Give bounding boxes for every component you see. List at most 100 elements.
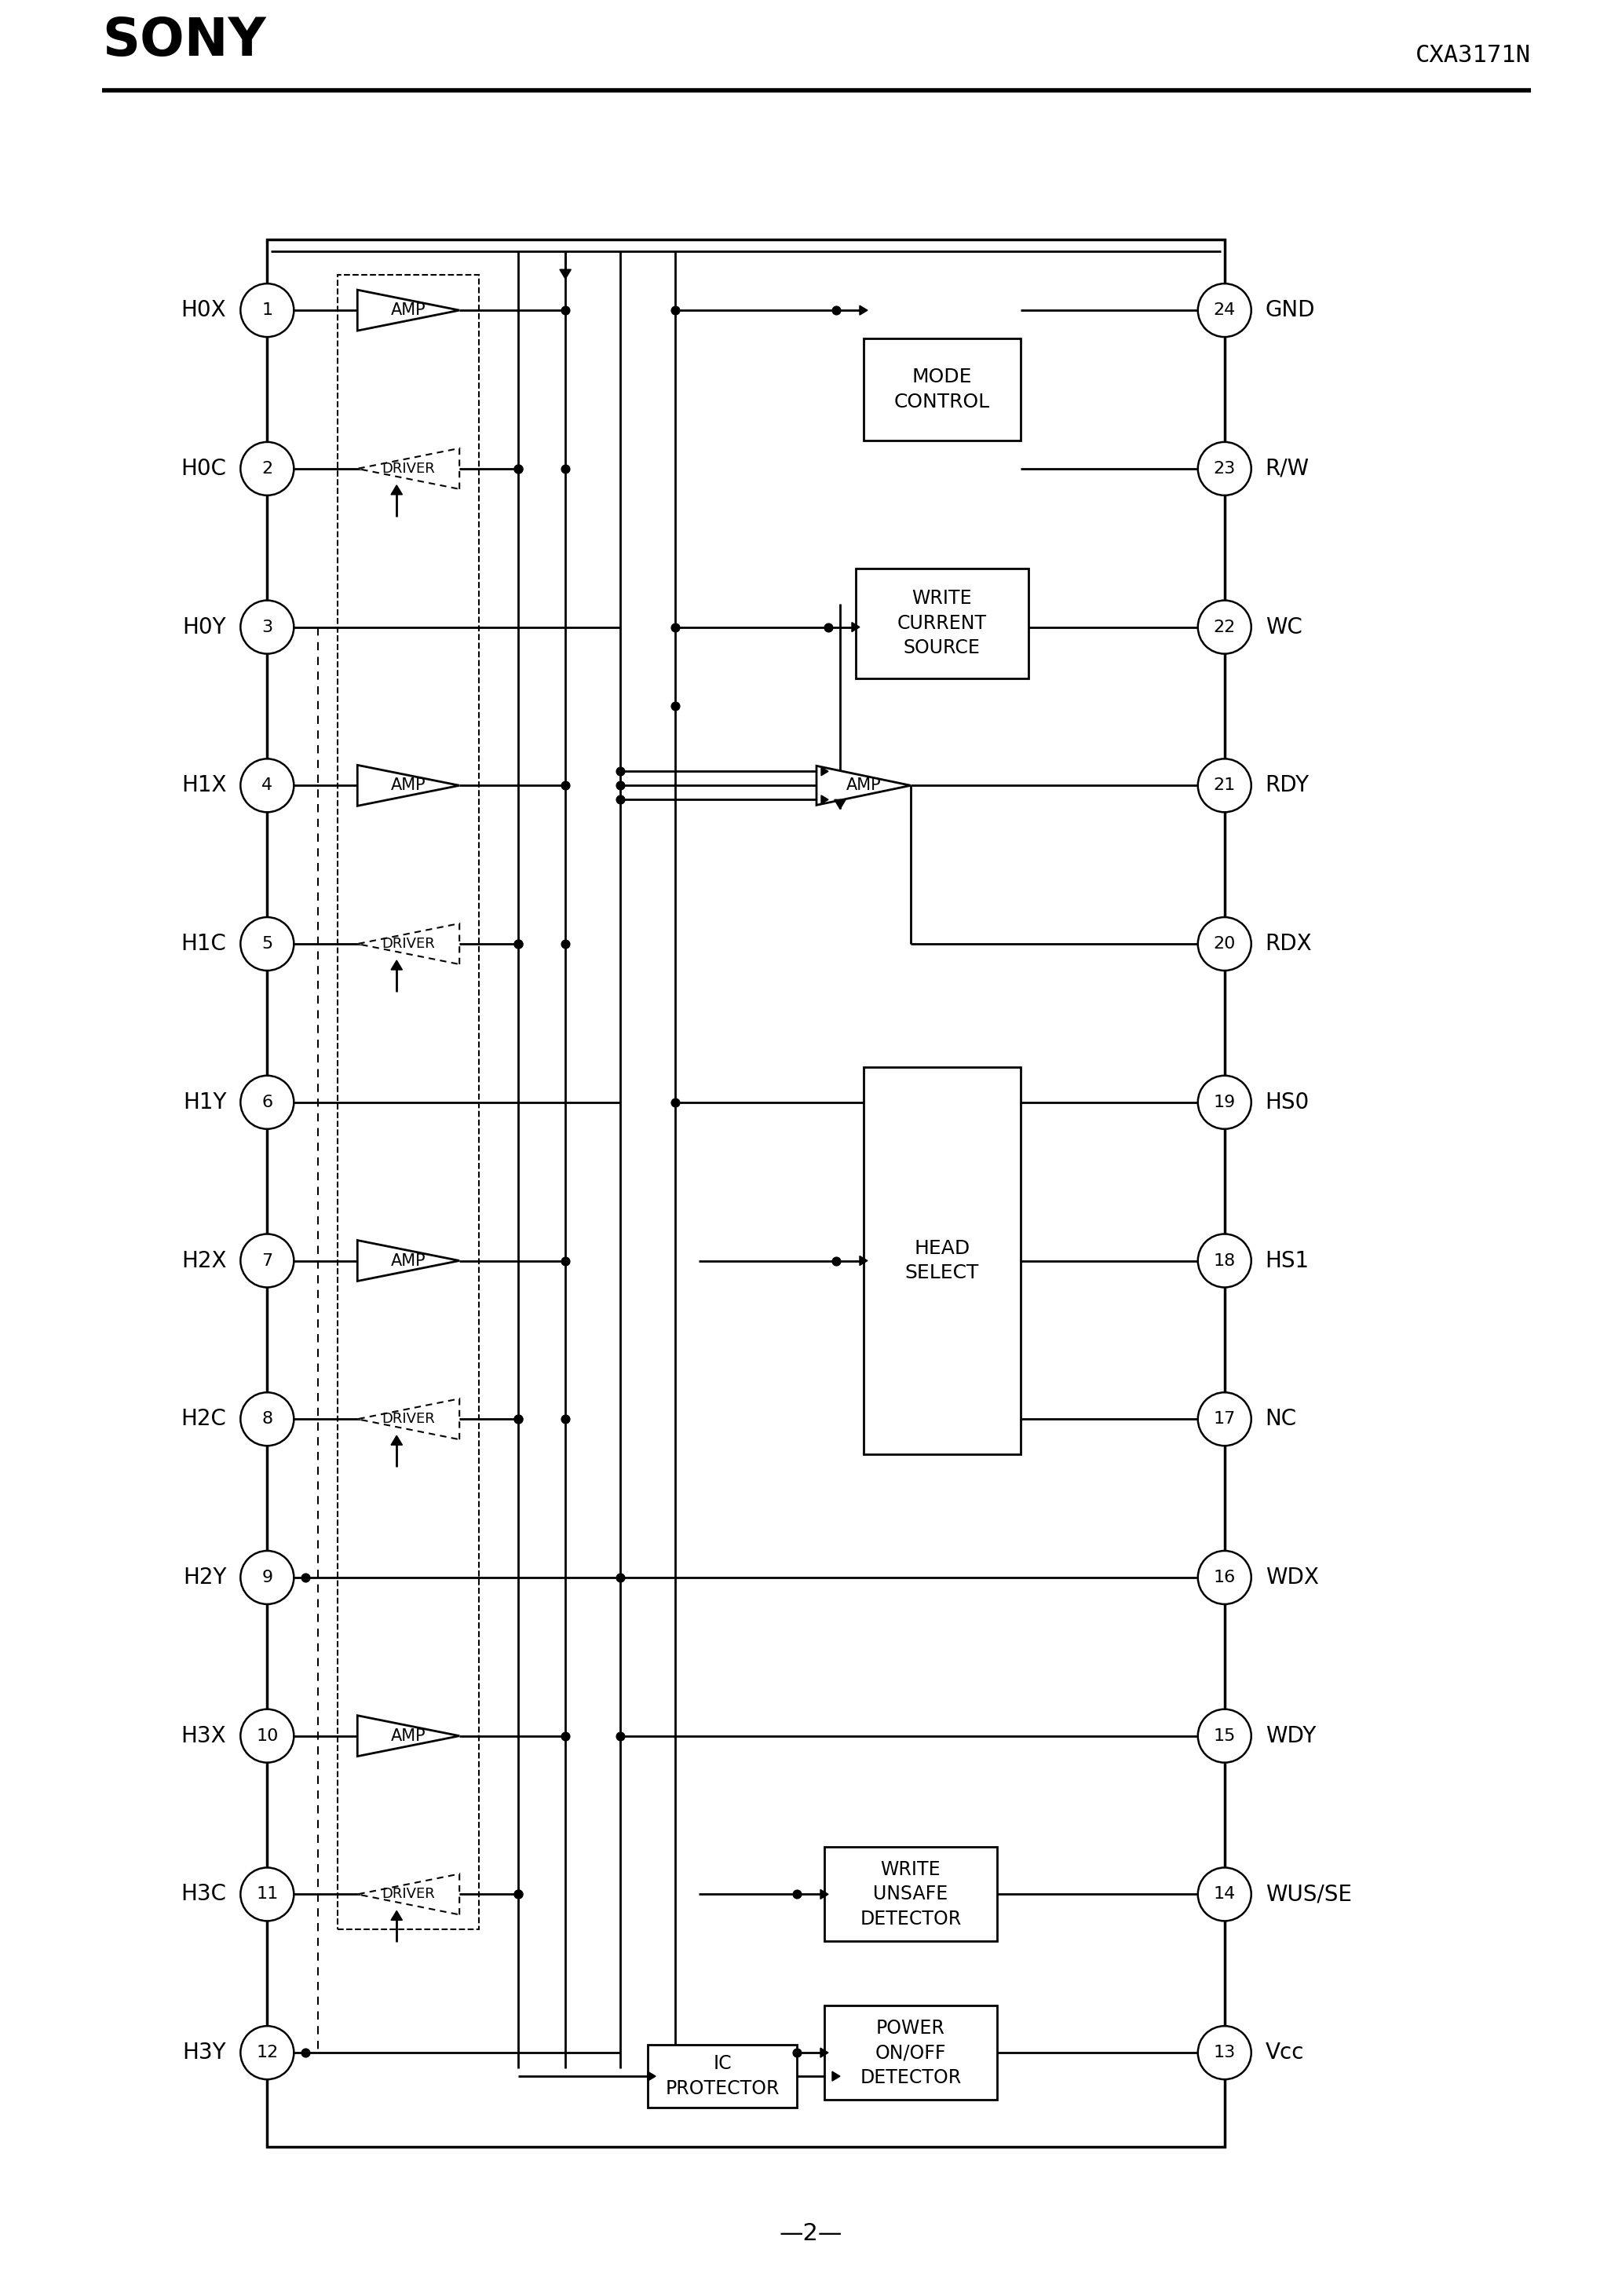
Text: 21: 21 (1213, 778, 1236, 794)
Text: 13: 13 (1213, 2046, 1236, 2060)
Circle shape (1199, 1075, 1251, 1130)
Text: 6: 6 (261, 1095, 272, 1111)
Circle shape (240, 1391, 294, 1446)
Bar (337, 276, 478, 1929)
Text: DRIVER: DRIVER (381, 1887, 435, 1901)
Point (783, 2034, 809, 2071)
Text: 14: 14 (1213, 1887, 1236, 1901)
Circle shape (240, 2025, 294, 2080)
Text: DRIVER: DRIVER (381, 937, 435, 951)
Text: 16: 16 (1213, 1570, 1236, 1584)
Text: H3X: H3X (182, 1724, 227, 1747)
Text: AMP: AMP (391, 1729, 427, 1743)
Text: 8: 8 (261, 1412, 272, 1426)
Circle shape (1199, 1391, 1251, 1446)
Text: H2C: H2C (182, 1407, 227, 1430)
Text: WDY: WDY (1265, 1724, 1315, 1747)
Circle shape (1199, 2025, 1251, 2080)
Text: 1: 1 (261, 303, 272, 319)
Polygon shape (391, 960, 402, 969)
Polygon shape (391, 1910, 402, 1919)
Text: DRIVER: DRIVER (381, 461, 435, 475)
Text: 19: 19 (1213, 1095, 1236, 1111)
Circle shape (1199, 599, 1251, 654)
Circle shape (1199, 1708, 1251, 1763)
Point (553, 1717, 579, 1754)
Bar (647, 2046, 796, 2108)
Point (553, 450, 579, 487)
Polygon shape (357, 289, 459, 331)
Point (607, 753, 633, 790)
Text: AMP: AMP (391, 1254, 427, 1267)
Text: 18: 18 (1213, 1254, 1236, 1267)
Point (553, 925, 579, 962)
Text: H0X: H0X (182, 298, 227, 321)
Text: IC
PROTECTOR: IC PROTECTOR (665, 2055, 780, 2099)
Polygon shape (357, 1715, 459, 1756)
Polygon shape (860, 1256, 868, 1265)
Circle shape (240, 1867, 294, 1922)
Text: MODE
CONTROL: MODE CONTROL (894, 367, 989, 411)
Text: WRITE
UNSAFE
DETECTOR: WRITE UNSAFE DETECTOR (860, 1860, 962, 1929)
Point (292, 1559, 318, 1596)
Polygon shape (391, 1435, 402, 1444)
Point (553, 767, 579, 804)
Circle shape (240, 1550, 294, 1605)
Point (662, 608, 688, 645)
Bar (856, 567, 1028, 677)
Circle shape (240, 443, 294, 496)
Circle shape (1199, 443, 1251, 496)
Text: AMP: AMP (847, 778, 881, 794)
Text: 15: 15 (1213, 1729, 1236, 1743)
Point (662, 292, 688, 328)
Text: HS1: HS1 (1265, 1249, 1309, 1272)
Point (822, 292, 848, 328)
Bar (268, 239, 1225, 2147)
Text: GND: GND (1265, 298, 1315, 321)
Text: H2Y: H2Y (183, 1566, 227, 1589)
Bar (824, 1848, 998, 1942)
Text: HS0: HS0 (1265, 1091, 1309, 1114)
Polygon shape (821, 2048, 829, 2057)
Text: RDY: RDY (1265, 774, 1309, 797)
Text: 4: 4 (261, 778, 272, 794)
Polygon shape (391, 484, 402, 494)
Text: H0Y: H0Y (183, 615, 227, 638)
Polygon shape (821, 794, 829, 804)
Point (607, 767, 633, 804)
Polygon shape (832, 2071, 840, 2080)
Point (553, 1242, 579, 1279)
Polygon shape (357, 1240, 459, 1281)
Text: H0C: H0C (180, 457, 227, 480)
Circle shape (240, 916, 294, 971)
Circle shape (240, 758, 294, 813)
Text: SONY: SONY (102, 16, 266, 67)
Text: AMP: AMP (391, 778, 427, 794)
Point (662, 689, 688, 726)
Text: CXA3171N: CXA3171N (1416, 44, 1531, 67)
Text: WDX: WDX (1265, 1566, 1319, 1589)
Text: 23: 23 (1213, 461, 1236, 478)
Polygon shape (357, 1874, 459, 1915)
Point (506, 1401, 532, 1437)
Text: 7: 7 (261, 1254, 272, 1267)
Point (506, 1401, 532, 1437)
Text: 11: 11 (256, 1887, 279, 1901)
Point (553, 1401, 579, 1437)
Point (783, 1876, 809, 1913)
Point (292, 2034, 318, 2071)
Text: —2—: —2— (780, 2223, 842, 2245)
Circle shape (240, 285, 294, 338)
Text: DRIVER: DRIVER (381, 1412, 435, 1426)
Point (506, 1876, 532, 1913)
Text: POWER
ON/OFF
DETECTOR: POWER ON/OFF DETECTOR (860, 2018, 962, 2087)
Text: Vcc: Vcc (1265, 2041, 1304, 2064)
Bar (863, 338, 1020, 441)
Text: RDX: RDX (1265, 932, 1312, 955)
Text: NC: NC (1265, 1407, 1298, 1430)
Text: 5: 5 (261, 937, 272, 953)
Text: 17: 17 (1213, 1412, 1236, 1426)
Polygon shape (821, 767, 829, 776)
Text: HEAD
SELECT: HEAD SELECT (905, 1240, 980, 1283)
Point (607, 1559, 633, 1596)
